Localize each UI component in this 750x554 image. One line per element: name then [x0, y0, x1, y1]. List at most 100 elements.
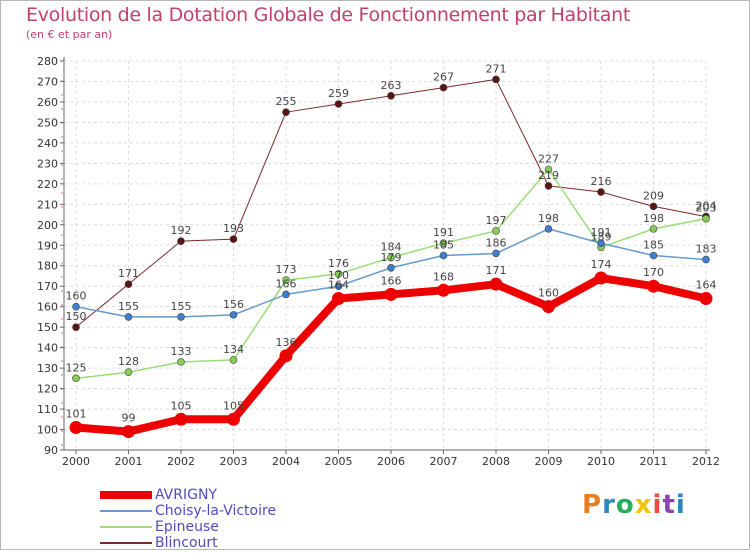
y-tick-label-160: 160	[37, 301, 58, 314]
label-choisy-la-victoire-2009: 198	[538, 212, 559, 225]
legend-swatch-epineuse	[100, 526, 152, 528]
point-avrigny-2012	[699, 291, 713, 305]
label-epineuse-2005: 176	[328, 257, 349, 270]
point-blincourt-2003	[229, 235, 238, 243]
y-tick-label-200: 200	[37, 219, 58, 232]
label-blincourt-2002: 192	[171, 224, 192, 237]
label-epineuse-2007: 191	[433, 226, 454, 239]
point-blincourt-2011	[649, 202, 658, 211]
legend-swatch-blincourt	[100, 542, 152, 544]
proxiti-logo: Proxiti	[582, 490, 686, 520]
point-choisy-la-victoire-2004	[282, 290, 290, 299]
grid-lines	[64, 60, 707, 451]
x-tick-label-2001: 2001	[115, 455, 143, 468]
label-choisy-la-victoire-2001: 155	[118, 300, 139, 313]
label-avrigny-2000: 101	[66, 407, 87, 420]
label-blincourt-2001: 171	[118, 267, 139, 280]
x-tick-label-2008: 2008	[482, 455, 510, 468]
x-tick-label-2009: 2009	[535, 455, 563, 468]
label-blincourt-2011: 209	[643, 189, 664, 202]
series-group	[69, 75, 713, 439]
point-epineuse-2006	[387, 253, 395, 262]
point-avrigny-2004	[279, 349, 293, 363]
label-avrigny-2011: 170	[643, 266, 664, 279]
point-epineuse-2009	[544, 165, 553, 174]
label-epineuse-2001: 128	[118, 355, 139, 368]
label-avrigny-2005: 164	[328, 278, 349, 291]
point-choisy-la-victoire-2003	[229, 311, 238, 319]
point-epineuse-2011	[649, 225, 658, 233]
label-choisy-la-victoire-2010: 191	[591, 226, 612, 239]
label-blincourt-2008: 271	[486, 62, 507, 75]
label-blincourt-2005: 259	[328, 87, 349, 100]
logo-letter: o	[615, 490, 635, 520]
label-epineuse-2012: 203	[696, 202, 717, 215]
point-choisy-la-victoire-2000	[72, 302, 80, 311]
point-epineuse-2012	[702, 214, 710, 223]
point-choisy-la-victoire-2010	[597, 239, 605, 248]
point-blincourt-2005	[334, 100, 343, 108]
point-avrigny-2003	[227, 412, 240, 426]
point-blincourt-2009	[544, 182, 553, 190]
y-tick-label-190: 190	[37, 239, 58, 252]
y-tick-label-130: 130	[37, 362, 58, 375]
logo-letter: i	[675, 490, 686, 520]
point-choisy-la-victoire-2006	[387, 263, 395, 272]
logo-letter: r	[602, 490, 616, 520]
label-blincourt-2012: 204	[696, 200, 717, 213]
point-epineuse-2005	[334, 270, 343, 278]
label-epineuse-2011: 198	[643, 212, 664, 225]
chart-subtitle: (en € et par an)	[26, 28, 113, 41]
label-choisy-la-victoire-2012: 183	[696, 243, 717, 256]
label-choisy-la-victoire-2011: 185	[643, 239, 664, 252]
x-tick-label-2002: 2002	[167, 455, 195, 468]
logo-letter: i	[652, 490, 663, 520]
y-tick-label-150: 150	[37, 321, 58, 334]
logo-letter: t	[662, 490, 676, 520]
point-avrigny-2000	[69, 420, 83, 434]
label-choisy-la-victoire-2002: 155	[171, 300, 192, 313]
point-blincourt-2008	[492, 75, 500, 84]
label-epineuse-2000: 125	[66, 361, 87, 374]
label-epineuse-2004: 173	[276, 263, 297, 276]
legend-label-blincourt: Blincourt	[155, 535, 218, 551]
label-avrigny-2001: 99	[122, 412, 136, 425]
y-tick-label-220: 220	[37, 178, 58, 191]
logo-letter: P	[582, 490, 603, 520]
label-blincourt-2003: 193	[223, 222, 244, 235]
legend-swatch-avrigny	[100, 491, 152, 499]
chart-title: Evolution de la Dotation Globale de Fonc…	[26, 4, 631, 26]
x-tick-label-2010: 2010	[587, 455, 615, 468]
point-choisy-la-victoire-2002	[177, 313, 185, 321]
label-avrigny-2004: 136	[276, 336, 297, 349]
y-tick-label-170: 170	[37, 280, 58, 293]
x-tick-label-2004: 2004	[272, 455, 300, 468]
point-choisy-la-victoire-2008	[492, 249, 500, 258]
point-epineuse-2000	[72, 374, 80, 383]
y-tick-label-250: 250	[37, 116, 58, 129]
point-avrigny-2005	[332, 291, 345, 305]
label-choisy-la-victoire-2006: 179	[381, 251, 402, 264]
y-tick-label-90: 90	[44, 444, 58, 457]
label-avrigny-2008: 171	[486, 264, 507, 277]
label-choisy-la-victoire-2008: 186	[486, 236, 507, 249]
label-avrigny-2007: 168	[433, 270, 454, 283]
point-avrigny-2009	[542, 300, 555, 314]
x-axis-ticks: 2000 2001 2002 2003 2004 2005 2006 2007 2008 2009…	[62, 450, 720, 468]
legend-label-epineuse: Epineuse	[155, 519, 219, 535]
point-avrigny-2001	[122, 425, 135, 439]
point-blincourt-2002	[177, 237, 185, 245]
x-tick-label-2012: 2012	[692, 455, 720, 468]
point-avrigny-2002	[174, 412, 188, 426]
label-blincourt-2007: 267	[433, 71, 454, 84]
point-epineuse-2004	[282, 276, 290, 284]
y-tick-label-180: 180	[37, 260, 58, 273]
point-avrigny-2011	[647, 279, 660, 293]
point-epineuse-2003	[229, 356, 238, 364]
label-avrigny-2012: 164	[696, 278, 717, 291]
point-choisy-la-victoire-2001	[124, 313, 133, 321]
label-epineuse-2008: 197	[486, 214, 507, 227]
y-tick-label-110: 110	[37, 403, 58, 416]
y-tick-label-270: 270	[37, 75, 58, 88]
point-epineuse-2007	[439, 239, 448, 248]
